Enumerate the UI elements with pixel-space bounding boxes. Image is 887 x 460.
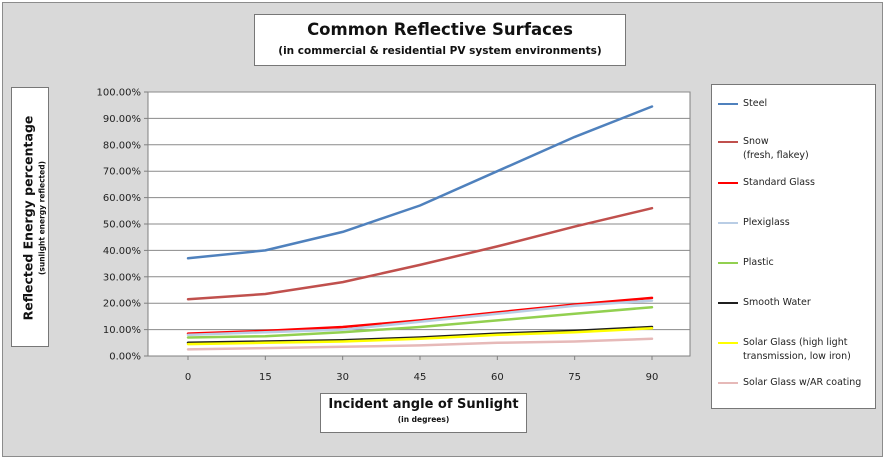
series-line <box>186 305 654 339</box>
legend-swatch <box>718 103 738 105</box>
title-box: Common Reflective Surfaces (in commercia… <box>254 14 626 66</box>
legend-swatch <box>718 262 738 264</box>
legend-swatch <box>718 302 738 304</box>
series-line <box>186 296 654 335</box>
y-tick-label: 100.00% <box>97 88 142 99</box>
x-tick-label: 0 <box>185 372 191 383</box>
legend-swatch <box>718 222 738 224</box>
y-tick-label: 20.00% <box>103 299 141 310</box>
legend-label: Smooth Water <box>743 297 811 308</box>
y-tick-label: 50.00% <box>103 220 141 231</box>
series-line <box>186 206 654 301</box>
legend-swatch <box>718 382 738 384</box>
legend-label: Standard Glass <box>743 177 815 188</box>
series-line <box>186 337 654 351</box>
y-tick-label: 40.00% <box>103 246 141 257</box>
x-tick-label: 30 <box>336 372 349 383</box>
legend-label: Solar Glass (high light transmission, lo… <box>743 337 851 362</box>
y-axis-label-box: Reflected Energy percentage (sunlight en… <box>11 87 49 347</box>
legend-label: Solar Glass w/AR coating <box>743 377 862 388</box>
y-tick-label: 0.00% <box>109 352 141 363</box>
legend-swatch <box>718 141 738 143</box>
legend-swatch <box>718 182 738 184</box>
x-axis-label-note: (in degrees) <box>397 415 450 424</box>
x-tick-label: 75 <box>568 372 581 383</box>
series-line <box>186 327 654 346</box>
x-tick-label: 90 <box>646 372 659 383</box>
series-line <box>186 105 654 260</box>
x-axis-label: Incident angle of Sunlight <box>328 397 519 412</box>
legend-swatch <box>718 342 738 344</box>
y-tick-label: 60.00% <box>103 193 141 204</box>
y-axis-label-note: (sunlight energy reflected) <box>37 160 47 276</box>
chart-subtitle: (in commercial & residential PV system e… <box>278 45 602 57</box>
x-tick-label: 45 <box>414 372 427 383</box>
series-line <box>186 299 654 337</box>
y-tick-label: 90.00% <box>103 114 141 125</box>
y-tick-label: 80.00% <box>103 140 141 151</box>
legend: Steel Snow (fresh, flakey) Standard Glas… <box>711 84 876 409</box>
y-tick-label: 70.00% <box>103 167 141 178</box>
y-tick-label: 30.00% <box>103 272 141 283</box>
y-tick-label: 10.00% <box>103 325 141 336</box>
y-axis-label: Reflected Energy percentage <box>20 115 36 321</box>
chart-title: Common Reflective Surfaces <box>307 20 573 39</box>
legend-label: Snow <box>743 136 769 147</box>
legend-label-note: (fresh, flakey) <box>743 150 809 161</box>
x-tick-label: 15 <box>259 372 272 383</box>
legend-label: Steel <box>743 98 768 109</box>
legend-label: Plastic <box>743 257 774 268</box>
series-line <box>186 325 654 345</box>
x-tick-label: 60 <box>491 372 504 383</box>
x-axis-label-box: Incident angle of Sunlight (in degrees) <box>320 393 527 433</box>
legend-label: Plexiglass <box>743 217 790 228</box>
